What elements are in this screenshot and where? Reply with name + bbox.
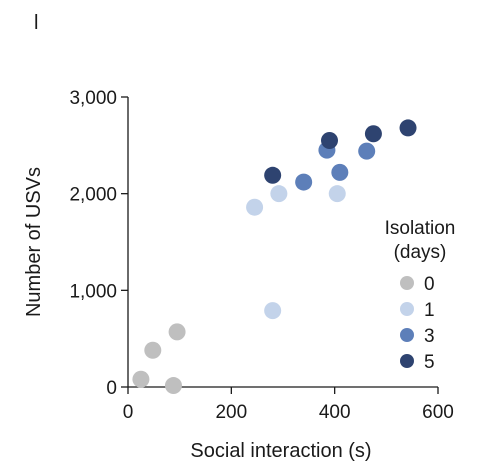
data-point-series-5-3 xyxy=(399,119,417,137)
legend-label-1: 1 xyxy=(424,300,435,321)
legend-marker-0 xyxy=(400,276,414,290)
legend-label-3: 3 xyxy=(424,326,435,347)
data-point-series-1-2 xyxy=(264,302,282,320)
legend-title-line2: (days) xyxy=(394,242,447,263)
data-point-series-1-3 xyxy=(328,185,346,203)
legend: Isolation (days) 0 1 3 5 xyxy=(385,218,456,373)
panel-letter: l xyxy=(34,12,39,34)
data-point-series-3-2 xyxy=(331,163,349,181)
data-point-series-5-1 xyxy=(321,132,338,149)
x-axis-title: Social interaction (s) xyxy=(190,440,371,462)
legend-title-line1: Isolation xyxy=(385,218,456,239)
y-tick-label: 0 xyxy=(106,378,117,399)
data-point-series-5-2 xyxy=(364,125,382,143)
x-tick-label: 0 xyxy=(123,402,134,423)
legend-marker-5 xyxy=(400,354,414,368)
data-point-series-0-2 xyxy=(164,377,182,395)
y-tick-label: 2,000 xyxy=(69,185,117,206)
y-tick-label: 1,000 xyxy=(69,281,117,302)
x-tick-label: 400 xyxy=(319,402,351,423)
x-tick-label: 200 xyxy=(215,402,247,423)
data-point-series-5-0 xyxy=(264,166,282,184)
legend-marker-3 xyxy=(400,328,414,342)
data-point-series-1-1 xyxy=(270,185,288,203)
axes: 0 1,000 2,000 3,000 0 200 400 600 Social interac… xyxy=(23,88,454,462)
legend-marker-1 xyxy=(400,302,414,316)
legend-label-0: 0 xyxy=(424,274,435,295)
data-points xyxy=(132,119,417,395)
legend-label-5: 5 xyxy=(424,352,435,373)
data-point-series-1-0 xyxy=(246,198,264,216)
y-axis-title: Number of USVs xyxy=(23,167,45,317)
data-point-series-0-0 xyxy=(132,370,150,388)
data-point-series-3-3 xyxy=(358,142,376,160)
y-tick-label: 3,000 xyxy=(69,88,117,109)
data-point-series-3-0 xyxy=(295,173,313,191)
x-tick-label: 600 xyxy=(422,402,454,423)
data-point-series-0-1 xyxy=(144,341,162,359)
data-point-series-0-3 xyxy=(168,323,186,341)
